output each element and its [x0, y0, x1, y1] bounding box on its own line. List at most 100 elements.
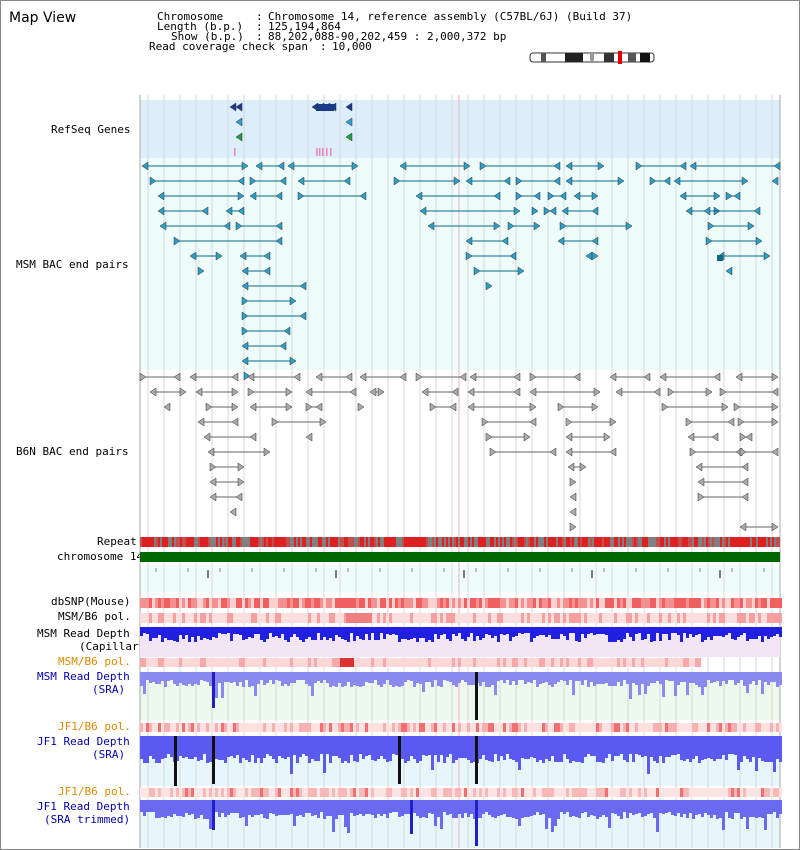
jf1-depth-trim-bar	[251, 800, 254, 817]
repeat-segment	[544, 537, 546, 547]
repeat-segment	[658, 537, 660, 547]
jf1-depth-trim-bar	[239, 800, 242, 818]
repeat-segment	[616, 537, 618, 547]
repeat-segment	[530, 537, 532, 547]
b6n-bac-end-marker	[609, 447, 617, 457]
msm-depth-sra-bar	[404, 672, 407, 682]
dbsnp-cell	[191, 598, 194, 608]
msm-pol-cell	[590, 613, 593, 623]
jf1-depth-bar	[539, 736, 542, 760]
msm-depth-sra-bar	[449, 672, 452, 682]
msm-pol-sra-cell	[392, 658, 395, 667]
msm-depth-cap-bar	[509, 627, 512, 641]
dbsnp-cell	[455, 598, 458, 608]
msm-pol-sra-cell	[242, 658, 245, 667]
msm-depth-cap-bar	[608, 627, 611, 642]
msm-pol-cell	[155, 613, 158, 623]
msm-bac-end-marker	[649, 176, 657, 186]
dbsnp-cell	[389, 598, 392, 608]
jf1-pol-cell	[440, 723, 443, 732]
msm-depth-cap-bar	[656, 627, 659, 633]
msm-pol-cell	[677, 613, 680, 623]
msm-pol-sra-cell	[494, 658, 497, 667]
jf1-depth-bar	[569, 736, 572, 763]
msm-pol-sra-cell	[308, 658, 311, 667]
msm-pol-cell	[770, 613, 773, 623]
msm-depth-sra-bar	[482, 672, 485, 682]
msm-pol-sra-cell	[455, 658, 458, 667]
msm-depth-cap-bar	[218, 627, 221, 633]
msm-depth-sra-bar	[293, 672, 296, 683]
jf1-pol2-cell	[725, 788, 728, 797]
track-label-refseq[interactable]: RefSeq Genes	[51, 123, 131, 136]
dbsnp-cell	[584, 598, 587, 608]
msm-pol-cell	[599, 613, 602, 623]
jf1-pol-cell	[467, 723, 470, 732]
msm-bac-end-marker	[173, 236, 181, 246]
msm-depth-cap-bar	[521, 627, 524, 634]
repeat-segment	[672, 537, 674, 547]
msm-depth-cap-bar	[614, 627, 617, 642]
refseq-gene-marker	[345, 117, 353, 127]
jf1-depth-trim-bar	[740, 800, 743, 819]
jf1-pol2-cell	[359, 788, 362, 797]
repeat-segment	[610, 537, 612, 547]
jf1-pol-cell	[188, 723, 191, 732]
dbsnp-cell	[230, 598, 233, 608]
jf1-pol-cell	[560, 723, 563, 732]
dbsnp-cell	[767, 598, 770, 608]
msm-depth-cap-bar	[503, 627, 506, 635]
repeat-segment	[506, 537, 508, 547]
repeat-segment	[304, 537, 306, 547]
msm-depth-cap-bar	[407, 627, 410, 640]
msm-depth-cap-bar	[410, 627, 413, 639]
jf1-pol2-cell	[515, 788, 518, 797]
msm-depth-sra-bar	[665, 672, 668, 680]
dbsnp-cell	[572, 598, 575, 608]
repeat-segment	[316, 537, 318, 547]
jf1-depth-bar	[632, 736, 635, 762]
msm-pol-sra-cell	[548, 658, 551, 667]
refseq-gene-marker	[235, 102, 243, 112]
dbsnp-cell	[668, 598, 671, 608]
jf1-depth-trim-bar	[209, 800, 212, 829]
msm-pol-cell	[581, 613, 584, 623]
jf1-depth-trim-bar	[491, 800, 494, 817]
b6n-bac-end-marker	[139, 372, 147, 382]
jf1-depth-bar	[545, 736, 548, 759]
repeat-segment	[338, 537, 340, 547]
jf1-depth-bar	[674, 736, 677, 755]
msm-pol-sra-cell	[194, 658, 197, 667]
track-label-b6n-bac[interactable]: B6N BAC end pairs	[16, 445, 129, 458]
msm-depth-cap-bar	[335, 627, 338, 635]
jf1-depth-trim-bar	[416, 800, 419, 816]
b6n-bac-end-marker	[231, 387, 239, 397]
msm-pol-sra-cell	[317, 658, 320, 667]
msm-pol-cell	[422, 613, 425, 623]
msm-depth-cap-bar	[494, 627, 497, 636]
msm-depth-cap-bar	[665, 627, 668, 634]
jf1-depth-trim-bar	[545, 800, 548, 829]
jf1-pol2-cell	[494, 788, 497, 797]
dbsnp-cell	[332, 598, 335, 608]
track-label-msm-bac[interactable]: MSM BAC end pairs	[16, 258, 129, 271]
msm-depth-cap-bar	[623, 627, 626, 639]
b6n-bac-end-marker	[467, 387, 475, 397]
msm-bac-end-marker	[225, 206, 233, 216]
dbsnp-cell	[662, 598, 665, 608]
msm-pol-cell	[278, 613, 281, 623]
msm-pol-cell	[731, 613, 734, 623]
msm-pol-cell	[425, 613, 428, 623]
msm-depth-cap-bar	[317, 627, 320, 633]
msm-pol-cell	[182, 613, 185, 623]
track-label-msm-pol-sra: MSM/B6 pol.	[58, 655, 131, 668]
msm-depth-cap-bar	[398, 627, 401, 642]
jf1-pol-cell	[581, 723, 584, 732]
msm-depth-cap-bar	[248, 627, 251, 637]
repeat-segment	[550, 537, 552, 547]
msm-pol-cell	[545, 613, 548, 623]
jf1-depth-trim-bar	[452, 800, 455, 818]
jf1-pol-cell	[497, 723, 500, 732]
dbsnp-cell	[449, 598, 452, 608]
